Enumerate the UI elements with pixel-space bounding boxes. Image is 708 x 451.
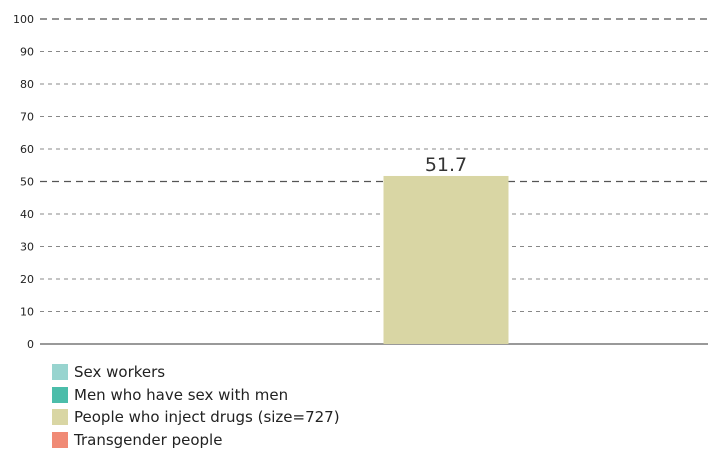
legend-swatch bbox=[52, 387, 68, 403]
legend-label: Sex workers bbox=[74, 363, 165, 381]
legend-swatch bbox=[52, 409, 68, 425]
y-tick-label: 100 bbox=[13, 13, 34, 26]
legend-label: Transgender people bbox=[74, 431, 222, 449]
legend-item: People who inject drugs (size=727) bbox=[52, 406, 340, 429]
bars bbox=[384, 176, 509, 344]
legend-swatch bbox=[52, 364, 68, 380]
chart: 0 10 20 30 40 50 60 70 80 90 100 51.7 bbox=[0, 0, 708, 360]
y-tick-label: 70 bbox=[20, 111, 34, 124]
gridlines bbox=[40, 19, 708, 344]
y-tick-label: 40 bbox=[20, 208, 34, 221]
data-label: 51.7 bbox=[425, 154, 467, 176]
legend-swatch bbox=[52, 432, 68, 448]
y-tick-label: 20 bbox=[20, 273, 34, 286]
y-tick-label: 90 bbox=[20, 46, 34, 59]
legend-label: Men who have sex with men bbox=[74, 386, 288, 404]
legend-item: Men who have sex with men bbox=[52, 384, 340, 407]
y-tick-label: 80 bbox=[20, 78, 34, 91]
legend-item: Sex workers bbox=[52, 361, 340, 384]
data-labels: 51.7 bbox=[425, 154, 467, 176]
y-tick-label: 50 bbox=[20, 176, 34, 189]
y-tick-label: 30 bbox=[20, 241, 34, 254]
y-tick-label: 60 bbox=[20, 143, 34, 156]
legend-label: People who inject drugs (size=727) bbox=[74, 408, 340, 426]
y-axis-ticks: 0 10 20 30 40 50 60 70 80 90 100 bbox=[13, 13, 34, 351]
legend-item: Transgender people bbox=[52, 429, 340, 451]
y-tick-label: 0 bbox=[27, 338, 34, 351]
y-tick-label: 10 bbox=[20, 306, 34, 319]
bar bbox=[384, 176, 509, 344]
legend: Sex workers Men who have sex with men Peop… bbox=[52, 361, 340, 451]
